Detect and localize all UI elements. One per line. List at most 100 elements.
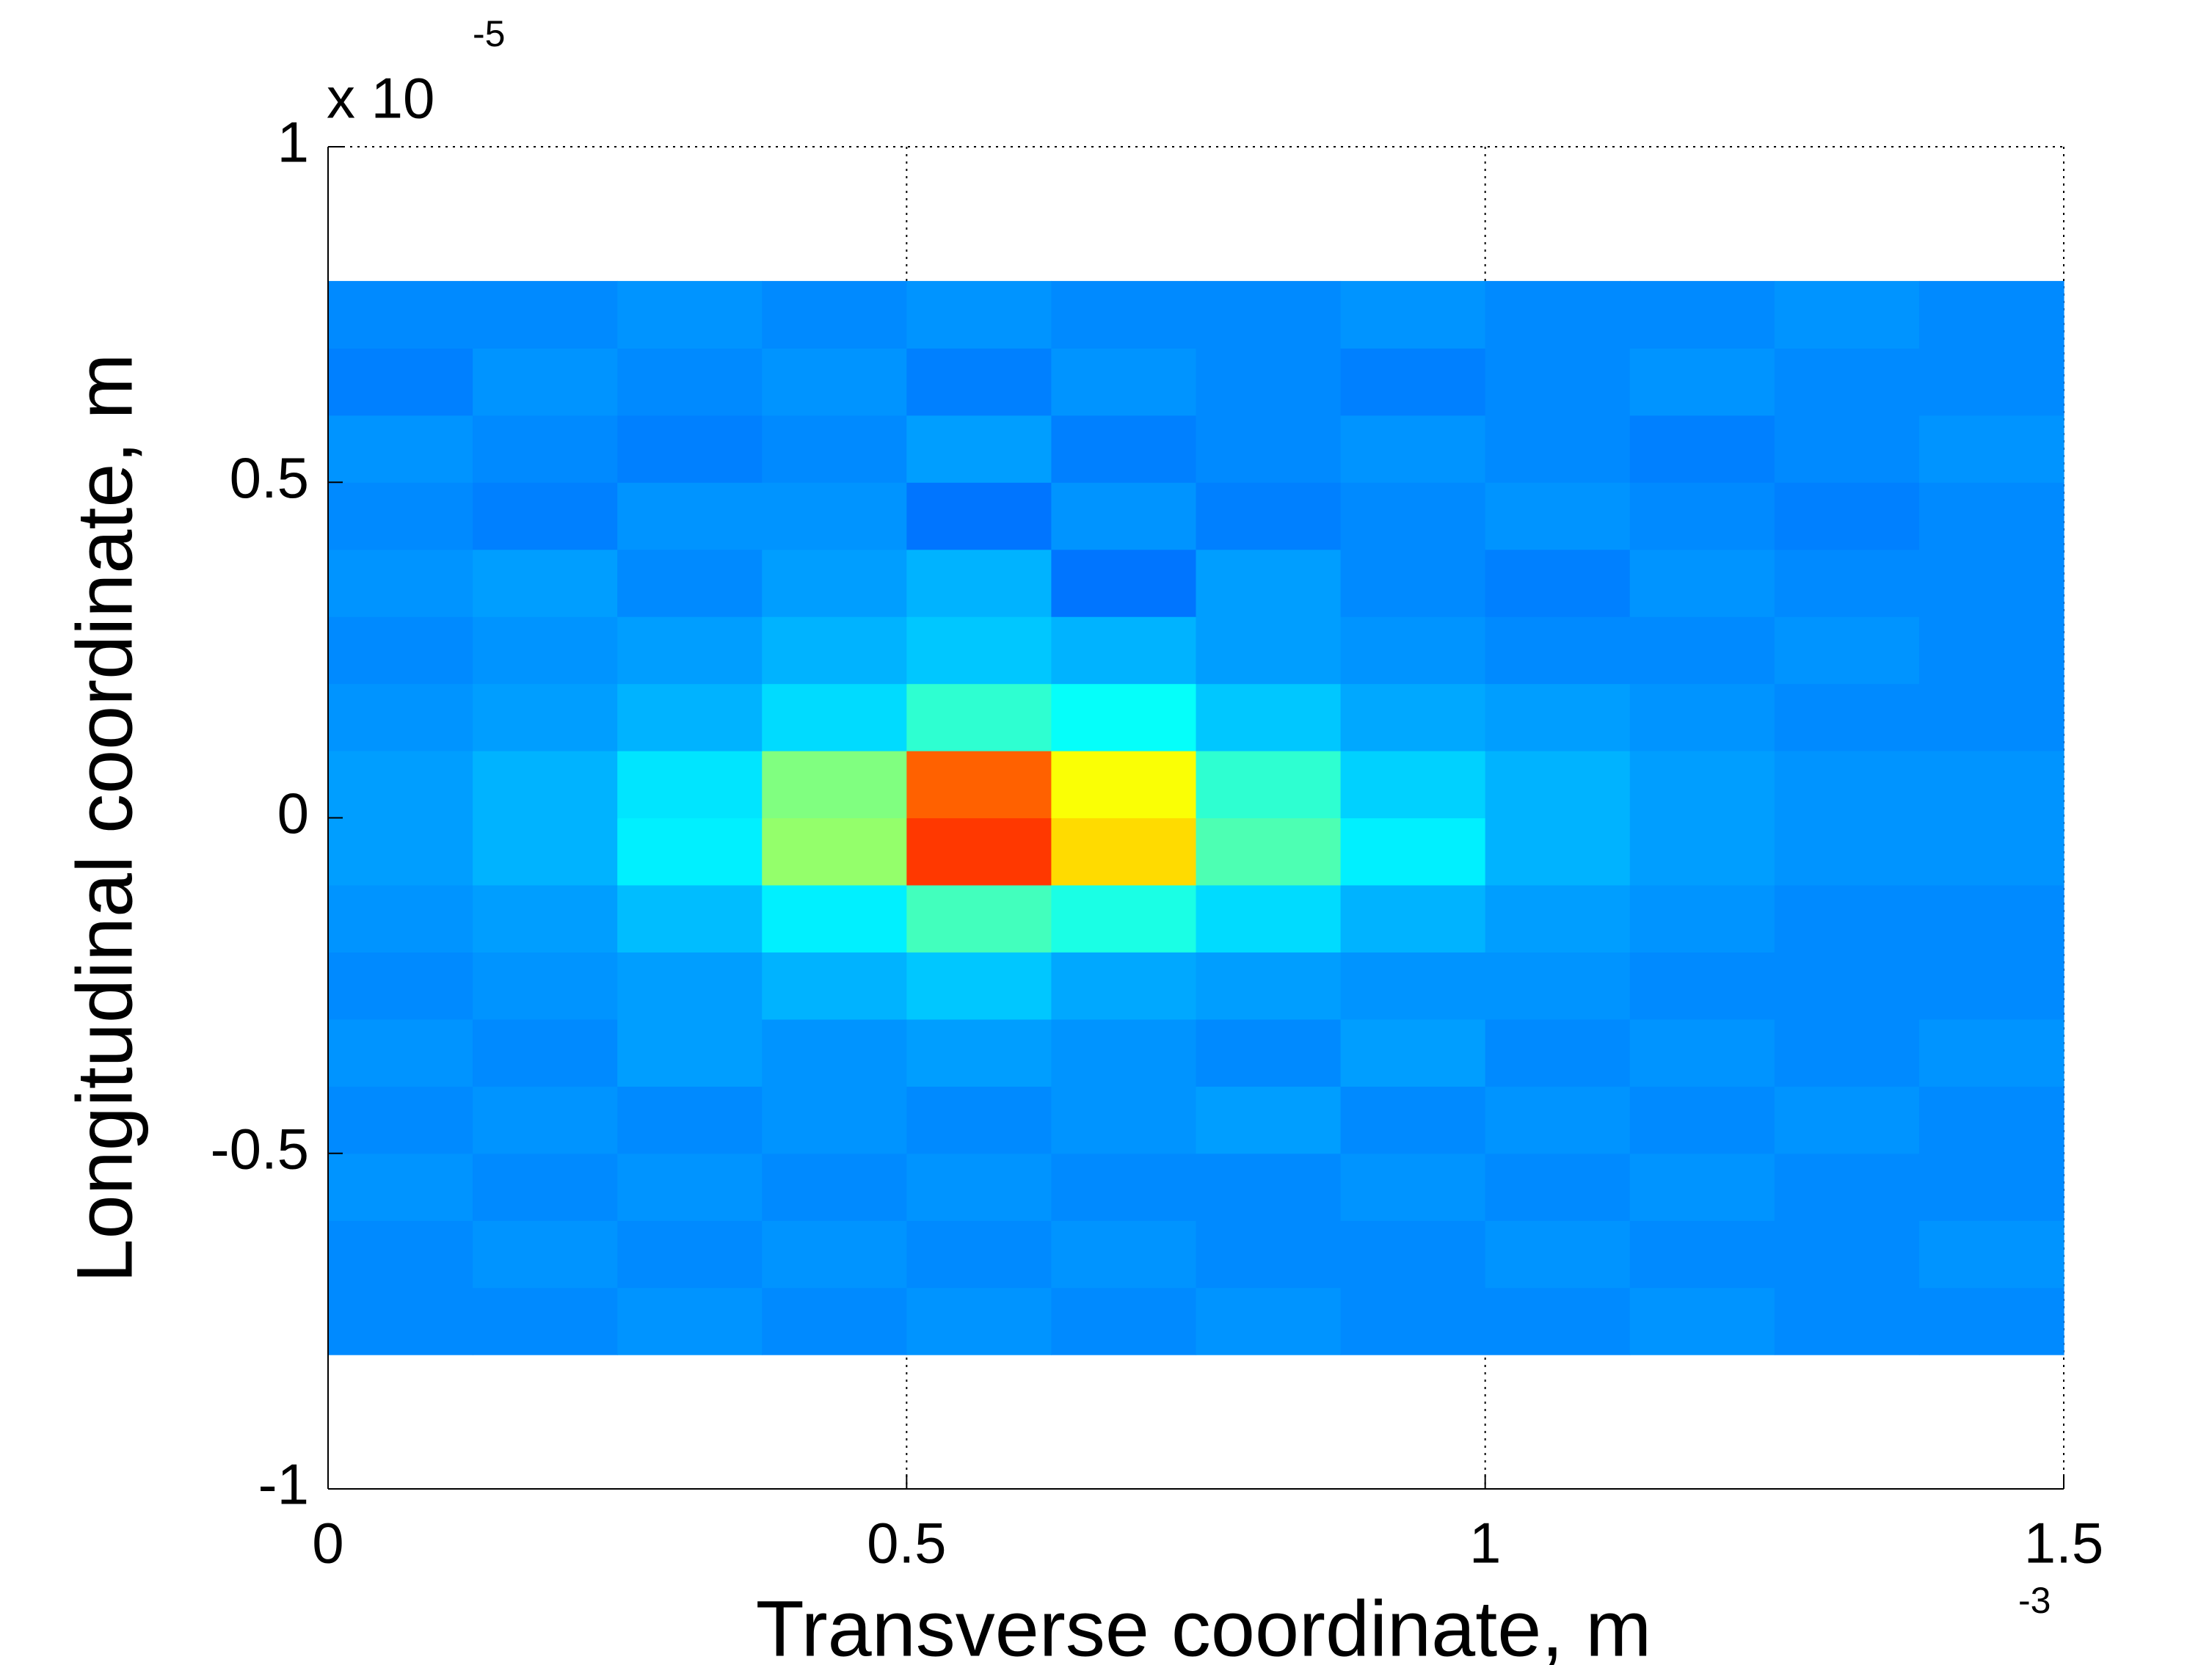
heatmap-cell (1629, 1287, 1775, 1355)
heatmap-cell (1774, 482, 1920, 550)
heatmap-cell (1196, 616, 1342, 685)
heatmap-cell (1051, 1287, 1197, 1355)
heatmap-cell (1918, 415, 2064, 483)
heatmap-cell (1196, 751, 1342, 819)
heatmap-cell (1918, 482, 2064, 550)
heatmap-cell (1196, 280, 1342, 349)
heatmap-cell (1051, 1153, 1197, 1221)
heatmap-cell (1051, 280, 1197, 349)
heatmap-cell (1918, 1220, 2064, 1289)
heatmap-cell (1774, 952, 1920, 1020)
y-multiplier-exponent: -5 (473, 13, 505, 54)
heatmap-cell (473, 348, 618, 416)
heatmap-cell (1051, 1019, 1197, 1087)
heatmap-cell (762, 683, 907, 751)
heatmap-cell (617, 280, 763, 349)
heatmap-cell (906, 1086, 1052, 1154)
y-tick-label: -0.5 (211, 1116, 309, 1181)
heatmap-cell (1774, 1019, 1920, 1087)
heatmap-cell (617, 817, 763, 886)
heatmap-cell (1629, 884, 1775, 952)
x-tick-label: 1 (1469, 1511, 1501, 1575)
heatmap-cell (1629, 482, 1775, 550)
heatmap-cell (1485, 1019, 1631, 1087)
heatmap-cell (906, 348, 1052, 416)
heatmap-cell (1629, 348, 1775, 416)
heatmap-cell (1629, 280, 1775, 349)
heatmap-cell (1196, 683, 1342, 751)
heatmap-cell (328, 616, 473, 685)
heatmap-cell (1051, 549, 1197, 617)
heatmap-cell (328, 1287, 473, 1355)
heatmap-cell (1629, 616, 1775, 685)
heatmap-cell (617, 751, 763, 819)
heatmap-cell (1774, 1153, 1920, 1221)
heatmap-cell (1340, 1019, 1486, 1087)
heatmap-cell (1774, 1287, 1920, 1355)
heatmap-cell (1196, 348, 1342, 416)
heatmap-cell (1340, 549, 1486, 617)
heatmap-cell (1629, 1220, 1775, 1289)
heatmap-cell (473, 1153, 618, 1221)
heatmap-cell (1774, 817, 1920, 886)
y-multiplier-base: x 10 (327, 66, 434, 131)
heatmap-cell (1485, 817, 1631, 886)
heatmap-cell (1774, 751, 1920, 819)
heatmap-cell (1485, 415, 1631, 483)
heatmap-cell (328, 1019, 473, 1087)
heatmap-cell (1918, 751, 2064, 819)
y-tick-label: 1 (277, 110, 309, 175)
heatmap-cell (1774, 348, 1920, 416)
heatmap-cell (1340, 348, 1486, 416)
heatmap-cell (1774, 549, 1920, 617)
heatmap-cell (1918, 348, 2064, 416)
heatmap-cell (1629, 952, 1775, 1020)
heatmap-cell (1051, 884, 1197, 952)
heatmap-cell (906, 1153, 1052, 1221)
heatmap-cell (1918, 817, 2064, 886)
heatmap-cell (1774, 683, 1920, 751)
heatmap-cell (906, 1287, 1052, 1355)
heatmap-cell (328, 884, 473, 952)
heatmap-cell (1918, 1019, 2064, 1087)
heatmap-cell (762, 1153, 907, 1221)
y-tick-label: -1 (258, 1452, 309, 1517)
heatmap-cell (1485, 751, 1631, 819)
heatmap-cell (617, 482, 763, 550)
heatmap-cell (762, 817, 907, 886)
heatmap-cell (1340, 1086, 1486, 1154)
heatmap-cell (762, 1019, 907, 1087)
heatmap-cell (1340, 1220, 1486, 1289)
heatmap-cell (473, 280, 618, 349)
heatmap-cell (1485, 1220, 1631, 1289)
heatmap-cell (762, 482, 907, 550)
heatmap-cell (473, 952, 618, 1020)
heatmap-cell (1485, 1287, 1631, 1355)
heatmap-cell (617, 348, 763, 416)
heatmap-cell (1051, 751, 1197, 819)
heatmap-cell (473, 1287, 618, 1355)
heatmap-cell (328, 348, 473, 416)
x-tick-label: 0 (312, 1511, 343, 1575)
heatmap-cell (473, 482, 618, 550)
x-axis-label: Transverse coordinate, m (756, 1584, 1651, 1665)
heatmap-cell (328, 952, 473, 1020)
heatmap-cell (1774, 616, 1920, 685)
heatmap-cell (1340, 482, 1486, 550)
heatmap-cell (617, 683, 763, 751)
heatmap-cell (1196, 1086, 1342, 1154)
heatmap-cell (1629, 415, 1775, 483)
heatmap-cell (1340, 1287, 1486, 1355)
heatmap-cell (473, 817, 618, 886)
heatmap-cell (1196, 482, 1342, 550)
heatmap-cell (1918, 549, 2064, 617)
heatmap-cell (1918, 616, 2064, 685)
heatmap-cell (1051, 616, 1197, 685)
heatmap-cell (473, 1086, 618, 1154)
heatmap-cell (1774, 1086, 1920, 1154)
heatmap-cell (1340, 751, 1486, 819)
heatmap-cell (1485, 952, 1631, 1020)
heatmap-cell (1485, 280, 1631, 349)
heatmap-cell (1340, 817, 1486, 886)
heatmap-cell (328, 280, 473, 349)
